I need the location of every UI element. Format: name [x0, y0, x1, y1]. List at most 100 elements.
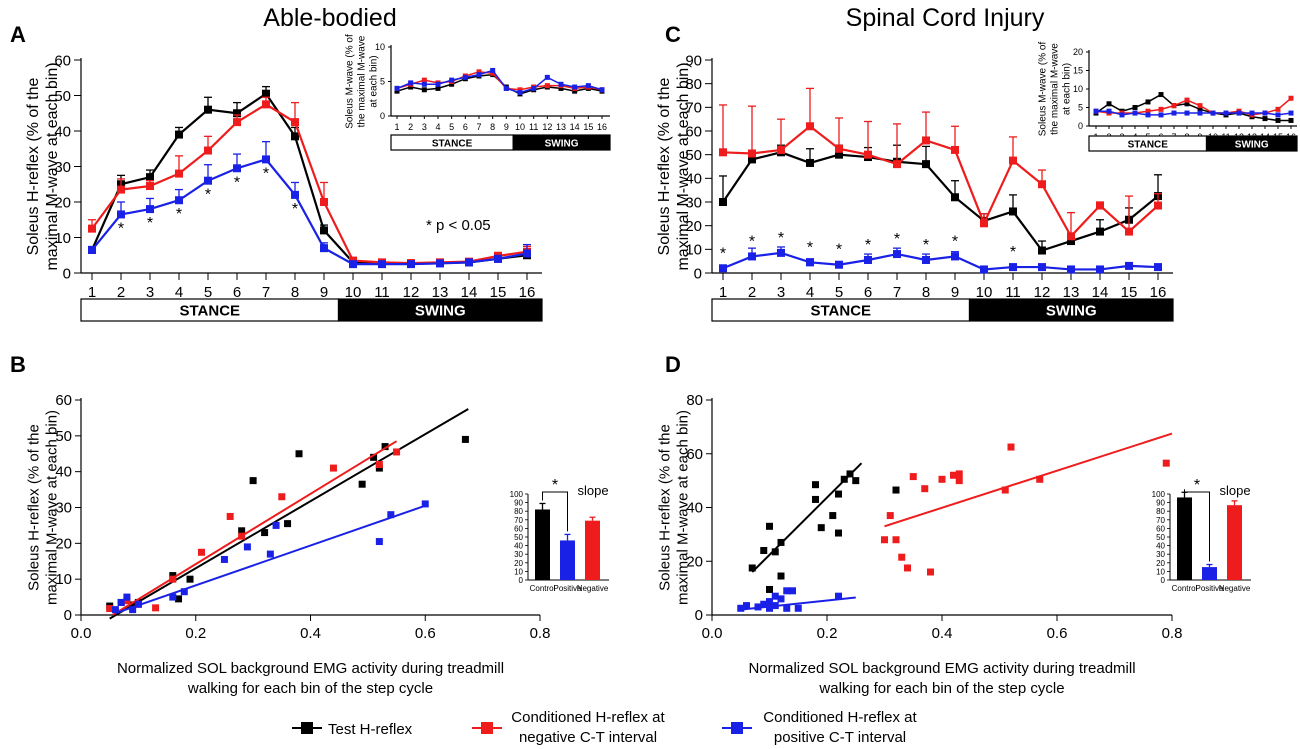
a-point-test	[291, 132, 299, 141]
b-point-positive	[180, 588, 188, 596]
a-point-negative	[233, 118, 241, 127]
legend-test-marker	[301, 722, 313, 734]
a-inset-x-tick-label: 9	[504, 122, 509, 132]
c-inset-y-label-3: at each bin)	[1062, 63, 1073, 115]
c-point-negative	[1096, 201, 1104, 210]
d-point-test	[852, 477, 860, 485]
a-inset-x-tick-label: 15	[583, 122, 593, 132]
c-inset-point-positive	[1288, 110, 1294, 116]
b-point-test	[175, 595, 183, 603]
a-inset-point-test	[435, 85, 441, 91]
a-point-test	[262, 89, 270, 98]
d-inset-y-tick-label: 100	[1152, 490, 1166, 499]
d-point-test	[812, 495, 819, 503]
c-point-negative	[748, 149, 756, 158]
c-point-negative	[864, 150, 872, 159]
d-inset-y-tick-label: 80	[1156, 507, 1165, 516]
d-point-positive	[783, 587, 791, 595]
c-point-positive	[922, 255, 930, 264]
d-y-label-1: Soleus H-reflex (% of the	[656, 424, 673, 591]
b-x-tick-label: 0.6	[415, 625, 436, 642]
a-point-positive	[291, 190, 299, 199]
c-inset-y-label-1: Soleus M-wave (% of	[1038, 42, 1049, 137]
b-point-positive	[421, 500, 429, 508]
legend-negative-marker	[481, 722, 493, 734]
c-inset-y-tick-label: 5	[1078, 103, 1083, 113]
b-inset-bar-negative	[585, 520, 600, 580]
a-inset-point-test	[449, 81, 455, 87]
c-point-positive	[806, 258, 814, 267]
b-point-positive	[123, 593, 131, 601]
b-y-tick-label: 10	[55, 571, 72, 588]
b-y-label-1: Soleus H-reflex (% of the	[25, 424, 42, 591]
b-point-test	[370, 453, 378, 461]
c-x-tick-label: 2	[748, 284, 756, 301]
d-x-tick-label: 0.6	[1047, 625, 1068, 642]
b-inset-y-tick-label: 0	[519, 576, 524, 585]
d-x-tick-label: 0.4	[932, 625, 953, 642]
c-x-tick-label: 13	[1063, 284, 1080, 301]
c-point-negative	[922, 136, 930, 145]
d-point-negative	[886, 512, 894, 520]
d-y-tick-label: 20	[686, 553, 703, 570]
legend-positive-label-line1: Conditioned H-reflex at	[763, 709, 917, 726]
c-y-tick-label: 0	[694, 265, 702, 282]
c-point-test	[835, 150, 843, 159]
c-point-positive	[1038, 263, 1046, 272]
b-point-positive	[111, 606, 119, 614]
b-point-negative	[393, 448, 401, 456]
a-inset-point-negative	[490, 70, 496, 76]
c-inset-series-line-test	[1095, 93, 1291, 122]
a-y-tick-label: 10	[54, 230, 71, 247]
a-point-test	[320, 226, 328, 235]
c-x-tick-label: 3	[777, 284, 785, 301]
c-significance-star: *	[952, 233, 958, 250]
c-point-test	[922, 160, 930, 169]
a-inset-point-positive	[503, 85, 509, 91]
c-inset-point-test	[1158, 92, 1164, 98]
a-point-negative	[204, 146, 212, 155]
d-point-positive	[737, 604, 745, 612]
a-x-tick-label: 8	[291, 284, 299, 301]
c-inset-point-test	[1288, 117, 1294, 123]
a-inset-series-line-positive	[396, 69, 603, 94]
c-inset-point-positive	[1210, 110, 1216, 116]
b-x-tick-label: 0.2	[185, 625, 206, 642]
a-inset-x-tick-label: 11	[529, 122, 538, 132]
c-y-tick-label: 80	[685, 76, 702, 93]
panel-b-letter: B	[10, 352, 26, 377]
a-inset-x-tick-label: 13	[556, 122, 566, 132]
c-point-test	[806, 158, 814, 167]
a-significance-star: *	[147, 215, 153, 232]
c-point-test	[951, 193, 959, 202]
c-y-tick-label: 10	[685, 242, 702, 259]
a-inset-point-test	[408, 84, 414, 90]
c-point-negative	[777, 145, 785, 154]
c-y-tick-label: 40	[685, 171, 702, 188]
a-y-tick-label: 40	[54, 123, 71, 140]
d-y-label-2: maximal M-wave at each bin)	[674, 410, 691, 605]
panel-c-title: Spinal Cord Injury	[846, 4, 1045, 32]
c-x-tick-label: 10	[976, 284, 993, 301]
a-significance-star: *	[205, 187, 211, 204]
c-inset-point-positive	[1236, 110, 1242, 116]
a-x-tick-label: 2	[117, 284, 125, 301]
b-inset-category-label: Control	[530, 584, 556, 593]
a-inset-point-test	[572, 88, 578, 94]
a-significance-star: *	[234, 174, 240, 191]
b-point-positive	[266, 550, 274, 558]
c-inset-y-tick-label: 20	[1073, 47, 1083, 57]
a-inset-point-test	[394, 88, 400, 94]
legend-negative-label-line1: Conditioned H-reflex at	[511, 709, 665, 726]
d-point-test	[766, 522, 773, 530]
b-inset-y-tick-label: 60	[514, 524, 523, 533]
a-point-positive	[523, 249, 531, 258]
d-point-test	[777, 572, 785, 580]
a-inset-point-positive	[449, 77, 455, 83]
d-point-negative	[904, 564, 911, 572]
d-point-negative	[921, 485, 929, 493]
a-inset-x-tick-label: 6	[463, 122, 468, 132]
c-inset-point-positive	[1158, 112, 1164, 118]
legend-test-label: Test H-reflex	[328, 721, 413, 738]
